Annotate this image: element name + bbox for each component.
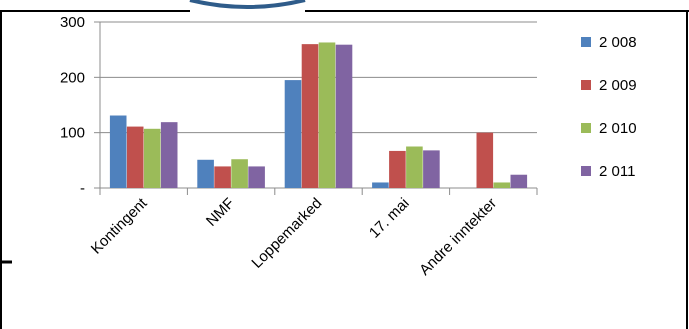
x-tick-label: 17. mai xyxy=(366,195,413,242)
x-tick-label: Kontingent xyxy=(88,194,151,257)
x-tick-label: Loppemarked xyxy=(248,195,325,272)
bar-2011-2 xyxy=(335,44,353,188)
bar-2009-3 xyxy=(389,150,406,188)
legend-label: 2 010 xyxy=(599,120,637,137)
y-tick-labels: - 100 200 300 xyxy=(60,14,85,197)
legend-swatch xyxy=(581,80,591,90)
bar-2011-3 xyxy=(423,150,440,188)
y-tick-label: 300 xyxy=(60,14,85,31)
bar-2010-0 xyxy=(143,128,161,188)
bar-2009-2 xyxy=(301,44,319,189)
bar-2008-0 xyxy=(109,115,127,188)
x-tick-labels: Kontingent NMF Loppemarked 17. mai Andre inn… xyxy=(88,194,500,279)
bar-2011-1 xyxy=(248,166,265,188)
bar-2011-0 xyxy=(160,122,178,188)
legend-label: 2 008 xyxy=(599,34,637,51)
y-tick-label: 200 xyxy=(60,69,85,86)
legend-swatch xyxy=(581,123,591,133)
bar-2009-4 xyxy=(476,132,494,188)
bar-2010-2 xyxy=(318,42,336,189)
bar-2008-3 xyxy=(372,182,389,188)
legend-swatch xyxy=(581,166,591,176)
bar-2008-1 xyxy=(197,159,214,188)
bars xyxy=(109,42,528,189)
legend-label: 2 011 xyxy=(599,163,635,180)
bar-2011-4 xyxy=(510,174,528,188)
bar-2009-0 xyxy=(126,126,144,188)
bar-2008-2 xyxy=(284,80,302,188)
bar-2010-4 xyxy=(493,182,511,188)
bar-2010-1 xyxy=(231,159,248,188)
y-tick-label: 100 xyxy=(60,125,85,142)
x-tick-label: Andre inntekter xyxy=(416,195,500,279)
bar-2009-1 xyxy=(214,166,231,188)
legend-label: 2 009 xyxy=(599,77,637,94)
legend: 2 008 2 009 2 010 2 011 xyxy=(581,34,637,180)
legend-swatch xyxy=(581,37,591,47)
y-tick-label: - xyxy=(80,180,85,197)
x-tick-label: NMF xyxy=(203,195,238,230)
bar-2010-3 xyxy=(406,146,423,188)
gridlines xyxy=(100,21,537,134)
